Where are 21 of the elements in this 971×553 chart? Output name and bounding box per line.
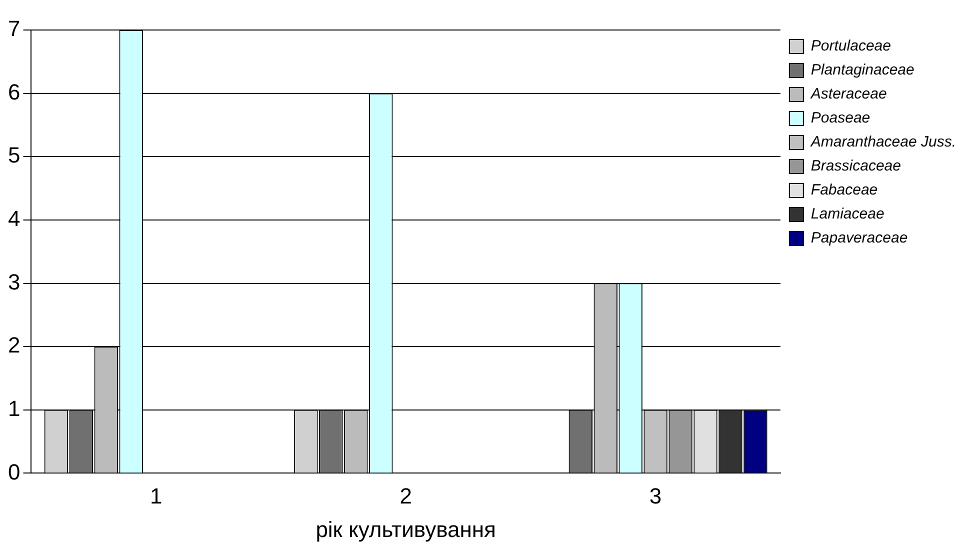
- x-axis-title: рік культивування: [316, 516, 496, 542]
- y-tick-label: 0: [8, 459, 20, 484]
- y-tick-label: 3: [8, 269, 20, 294]
- legend-label: Papaveraceae: [810, 230, 908, 247]
- x-tick-label: 3: [649, 483, 662, 508]
- x-tick-label: 2: [400, 483, 412, 508]
- y-tick-label: 6: [8, 79, 20, 104]
- y-tick-label: 4: [8, 206, 20, 232]
- y-tick-label: 5: [8, 142, 20, 168]
- x-tick-label: 1: [150, 483, 162, 508]
- legend-label: Brassicaceae: [810, 158, 901, 175]
- y-tick-label: 7: [8, 16, 20, 42]
- legend-label: Portulaceae: [810, 38, 891, 55]
- y-tick-label: 2: [8, 332, 20, 358]
- y-tick-label: 1: [8, 396, 20, 421]
- legend-label: Plantaginaceae: [810, 62, 914, 79]
- legend-label: Asteraceae: [810, 86, 887, 103]
- legend-label: Poaseae: [810, 110, 870, 127]
- legend-label: Amaranthaceae Juss.: [810, 134, 956, 151]
- legend-label: Fabaceae: [810, 182, 878, 199]
- legend-label: Lamiaceae: [810, 206, 884, 223]
